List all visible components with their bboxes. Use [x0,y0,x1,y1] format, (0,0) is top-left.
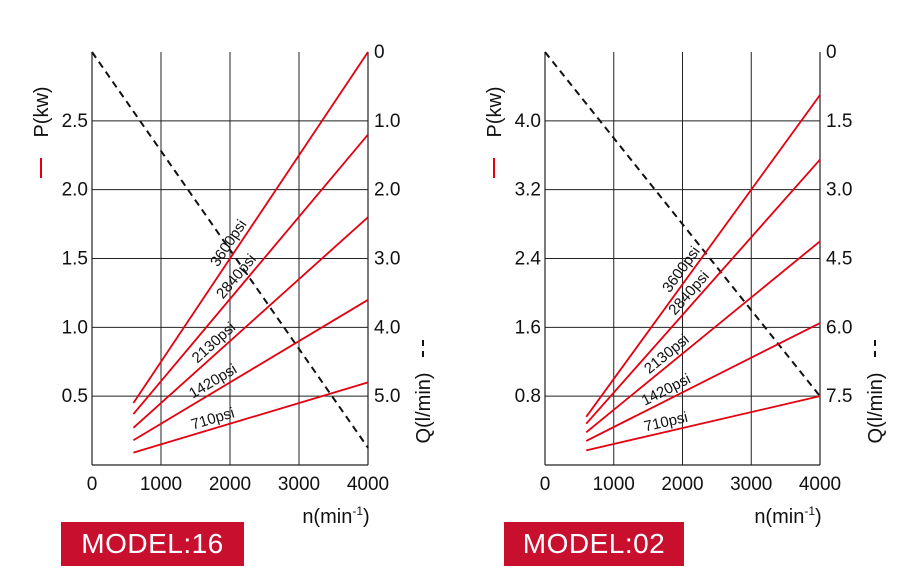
x-tick-label: 0 [540,474,551,495]
y-left-tick-label: 4.0 [515,111,541,132]
series-line-710psi [586,395,821,452]
series-line-3600psi [132,51,369,404]
x-tick-label: 1000 [140,474,182,495]
y-left-axis-title: P(kw) [484,86,506,137]
y-right-tick-label: 4.5 [826,249,852,270]
y-right-tick-label: 7.5 [826,386,852,407]
y-right-tick-label: 6.0 [826,317,852,338]
chart-0: 0 1000 2000 3000 4000 0.5 1.0 1.5 2.0 2.5 0 1.0 2.0 3… [31,42,435,528]
x-tick-label: 1000 [593,474,635,495]
y-left-tick-label: 2.5 [62,111,88,132]
model-badge-02: MODEL:02 [504,522,684,566]
x-tick-label: 4000 [347,474,389,495]
y-right-tick-label: 0 [374,42,385,63]
model-badge-16: MODEL:16 [61,522,244,566]
y-right-axis-title: Q(l/min) [413,372,435,443]
x-tick-label: 4000 [799,474,841,495]
y-right-tick-label: 2.0 [374,180,400,201]
x-axis-title: n(min-1) [754,504,821,528]
x-tick-label: 0 [87,474,98,495]
y-right-tick-label: 5.0 [374,386,400,407]
y-left-tick-label: 1.0 [62,317,88,338]
series-line-710psi [133,381,369,454]
y-left-tick-label: 0.5 [62,386,88,407]
y-left-tick-label: 1.6 [515,317,541,338]
series-line-2130psi [132,216,369,429]
y-right-tick-label: 1.5 [826,111,852,132]
y-right-tick-label: 0 [826,42,837,63]
chart-1: 0 1000 2000 3000 4000 0.8 1.6 2.4 3.2 4.0 0 1.5 3.0 4… [484,42,887,528]
y-right-tick-label: 3.0 [826,180,852,201]
y-right-axis-title: Q(l/min) [865,372,887,443]
x-tick-label: 2000 [661,474,703,495]
y-right-tick-label: 1.0 [374,111,400,132]
y-right-tick-label: 4.0 [374,317,400,338]
y-left-tick-label: 0.8 [515,386,541,407]
y-left-tick-label: 2.0 [62,180,88,201]
series-label-2130psi: 2130psi [189,319,239,367]
y-left-tick-label: 2.4 [515,249,542,270]
series-line-2130psi [585,240,821,434]
series-line-1420psi [132,299,369,441]
y-right-tick-label: 3.0 [374,249,400,270]
x-tick-label: 3000 [730,474,772,495]
flow-line [91,51,369,449]
x-axis-title: n(min-1) [302,504,369,528]
y-left-tick-label: 1.5 [62,249,88,270]
series-line-3600psi [585,94,821,418]
series-line-1420psi [585,322,821,442]
x-tick-label: 3000 [278,474,320,495]
series-line-2840psi [585,158,821,425]
x-tick-label: 2000 [209,474,251,495]
y-left-tick-label: 3.2 [515,180,541,201]
flow-line [544,51,821,397]
series-line-2840psi [132,134,369,415]
y-left-axis-title: P(kw) [31,86,53,137]
